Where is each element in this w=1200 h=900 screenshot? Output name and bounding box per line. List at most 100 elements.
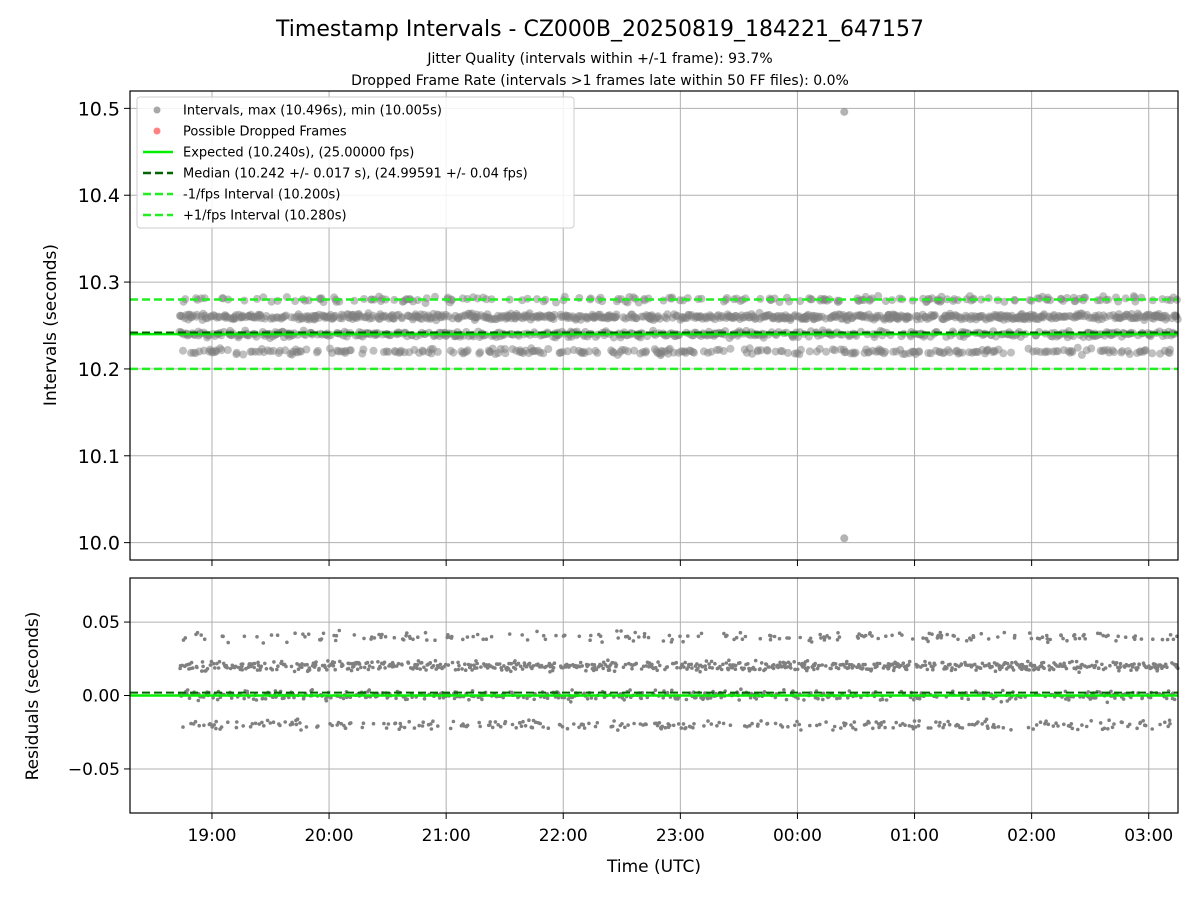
residual-point bbox=[877, 725, 881, 730]
residual-point bbox=[506, 667, 511, 671]
residual-point bbox=[226, 640, 230, 645]
residual-point bbox=[470, 668, 474, 672]
intervals-axes-frame bbox=[129, 90, 1179, 561]
residual-point bbox=[1001, 726, 1006, 730]
residual-point bbox=[429, 722, 433, 726]
residual-point bbox=[359, 665, 363, 670]
residual-point bbox=[181, 725, 185, 729]
residual-point bbox=[771, 666, 776, 671]
interval-point bbox=[796, 345, 805, 354]
residual-point bbox=[256, 660, 260, 665]
residual-point bbox=[214, 726, 218, 731]
residual-point bbox=[907, 724, 912, 728]
residual-point bbox=[405, 697, 410, 701]
residual-point bbox=[552, 661, 557, 665]
residual-point bbox=[812, 667, 816, 672]
interval-point bbox=[624, 347, 633, 356]
residual-point bbox=[1051, 724, 1056, 728]
residual-point bbox=[724, 661, 729, 665]
residual-point bbox=[710, 666, 715, 670]
residual-point bbox=[242, 696, 246, 701]
residual-point bbox=[484, 637, 489, 641]
residual-point bbox=[437, 696, 442, 700]
residual-point bbox=[623, 725, 627, 730]
residual-point bbox=[942, 722, 947, 727]
interval-point bbox=[1141, 346, 1150, 355]
interval-point bbox=[239, 350, 248, 359]
residual-point bbox=[221, 634, 225, 639]
residual-point bbox=[425, 638, 429, 642]
residual-point bbox=[393, 721, 398, 725]
residual-point bbox=[199, 633, 203, 637]
x-tick-label: 19:00 bbox=[187, 826, 236, 846]
residual-point bbox=[519, 724, 524, 728]
residual-point bbox=[255, 635, 259, 639]
residual-point bbox=[768, 637, 773, 642]
residual-point bbox=[1078, 666, 1083, 670]
residual-point bbox=[518, 664, 523, 669]
interval-point bbox=[999, 349, 1008, 358]
residual-point bbox=[642, 634, 647, 639]
residual-point bbox=[780, 725, 785, 729]
residual-point bbox=[1070, 726, 1075, 731]
residual-point bbox=[304, 725, 309, 729]
residual-point bbox=[805, 659, 810, 663]
residual-point bbox=[923, 663, 928, 667]
residual-point bbox=[211, 696, 215, 700]
residual-point bbox=[1038, 720, 1043, 724]
residual-point bbox=[1163, 720, 1167, 725]
interval-point bbox=[584, 347, 593, 356]
residual-point bbox=[563, 633, 567, 638]
residual-point bbox=[996, 635, 1000, 639]
residual-point bbox=[738, 630, 743, 635]
residual-point bbox=[1168, 633, 1173, 637]
residual-point bbox=[798, 635, 802, 640]
residual-point bbox=[196, 698, 201, 703]
residual-point bbox=[692, 722, 696, 726]
residual-point bbox=[758, 636, 763, 641]
residual-point bbox=[475, 666, 479, 670]
residual-point bbox=[234, 725, 239, 730]
residual-point bbox=[488, 720, 493, 724]
residual-point bbox=[1100, 662, 1104, 667]
residual-point bbox=[1009, 728, 1013, 732]
residual-point bbox=[1118, 665, 1122, 669]
residual-point bbox=[734, 635, 739, 640]
interval-point bbox=[384, 347, 393, 356]
intervals-y-label: Intervals (seconds) bbox=[41, 244, 61, 406]
residual-point bbox=[272, 660, 276, 664]
residual-point bbox=[917, 696, 922, 701]
residual-point bbox=[756, 722, 760, 727]
residual-point bbox=[1026, 659, 1030, 664]
residual-point bbox=[945, 632, 949, 637]
residual-point bbox=[572, 722, 576, 726]
residual-point bbox=[1137, 662, 1142, 667]
residual-point bbox=[802, 663, 807, 667]
residual-point bbox=[584, 668, 588, 673]
residual-point bbox=[1114, 661, 1119, 665]
residual-point bbox=[1094, 659, 1099, 664]
residual-point bbox=[436, 724, 440, 728]
residual-point bbox=[513, 667, 518, 671]
residual-point bbox=[362, 665, 367, 670]
residual-point bbox=[1171, 691, 1175, 696]
residual-point bbox=[411, 637, 415, 642]
x-tick-label: 00:00 bbox=[773, 826, 822, 846]
residual-point bbox=[285, 640, 289, 645]
residual-point bbox=[726, 667, 731, 672]
residual-point bbox=[1062, 661, 1066, 666]
interval-point bbox=[783, 348, 792, 357]
residual-point bbox=[235, 720, 239, 724]
residual-point bbox=[784, 697, 789, 702]
residual-point bbox=[268, 721, 273, 725]
residual-point bbox=[352, 664, 356, 668]
residual-point bbox=[1042, 666, 1046, 671]
interval-point bbox=[642, 347, 651, 356]
residual-point bbox=[753, 658, 758, 663]
residual-point bbox=[1150, 727, 1154, 731]
residual-point bbox=[1002, 630, 1007, 635]
residual-point bbox=[213, 666, 217, 670]
residual-point bbox=[500, 668, 504, 672]
residual-point bbox=[461, 637, 465, 642]
residual-point bbox=[1077, 670, 1081, 674]
